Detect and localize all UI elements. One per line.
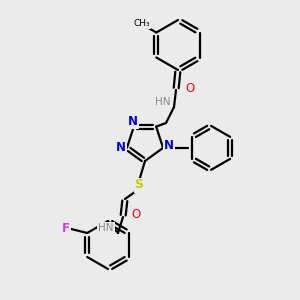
Text: HN: HN [98, 223, 114, 233]
Text: S: S [134, 178, 143, 191]
Text: F: F [62, 221, 70, 235]
Text: O: O [131, 208, 141, 221]
Text: CH₃: CH₃ [134, 19, 151, 28]
Text: N: N [164, 140, 174, 152]
Text: HN: HN [155, 97, 171, 107]
Text: N: N [128, 115, 138, 128]
Text: O: O [185, 82, 195, 94]
Text: N: N [116, 141, 126, 154]
